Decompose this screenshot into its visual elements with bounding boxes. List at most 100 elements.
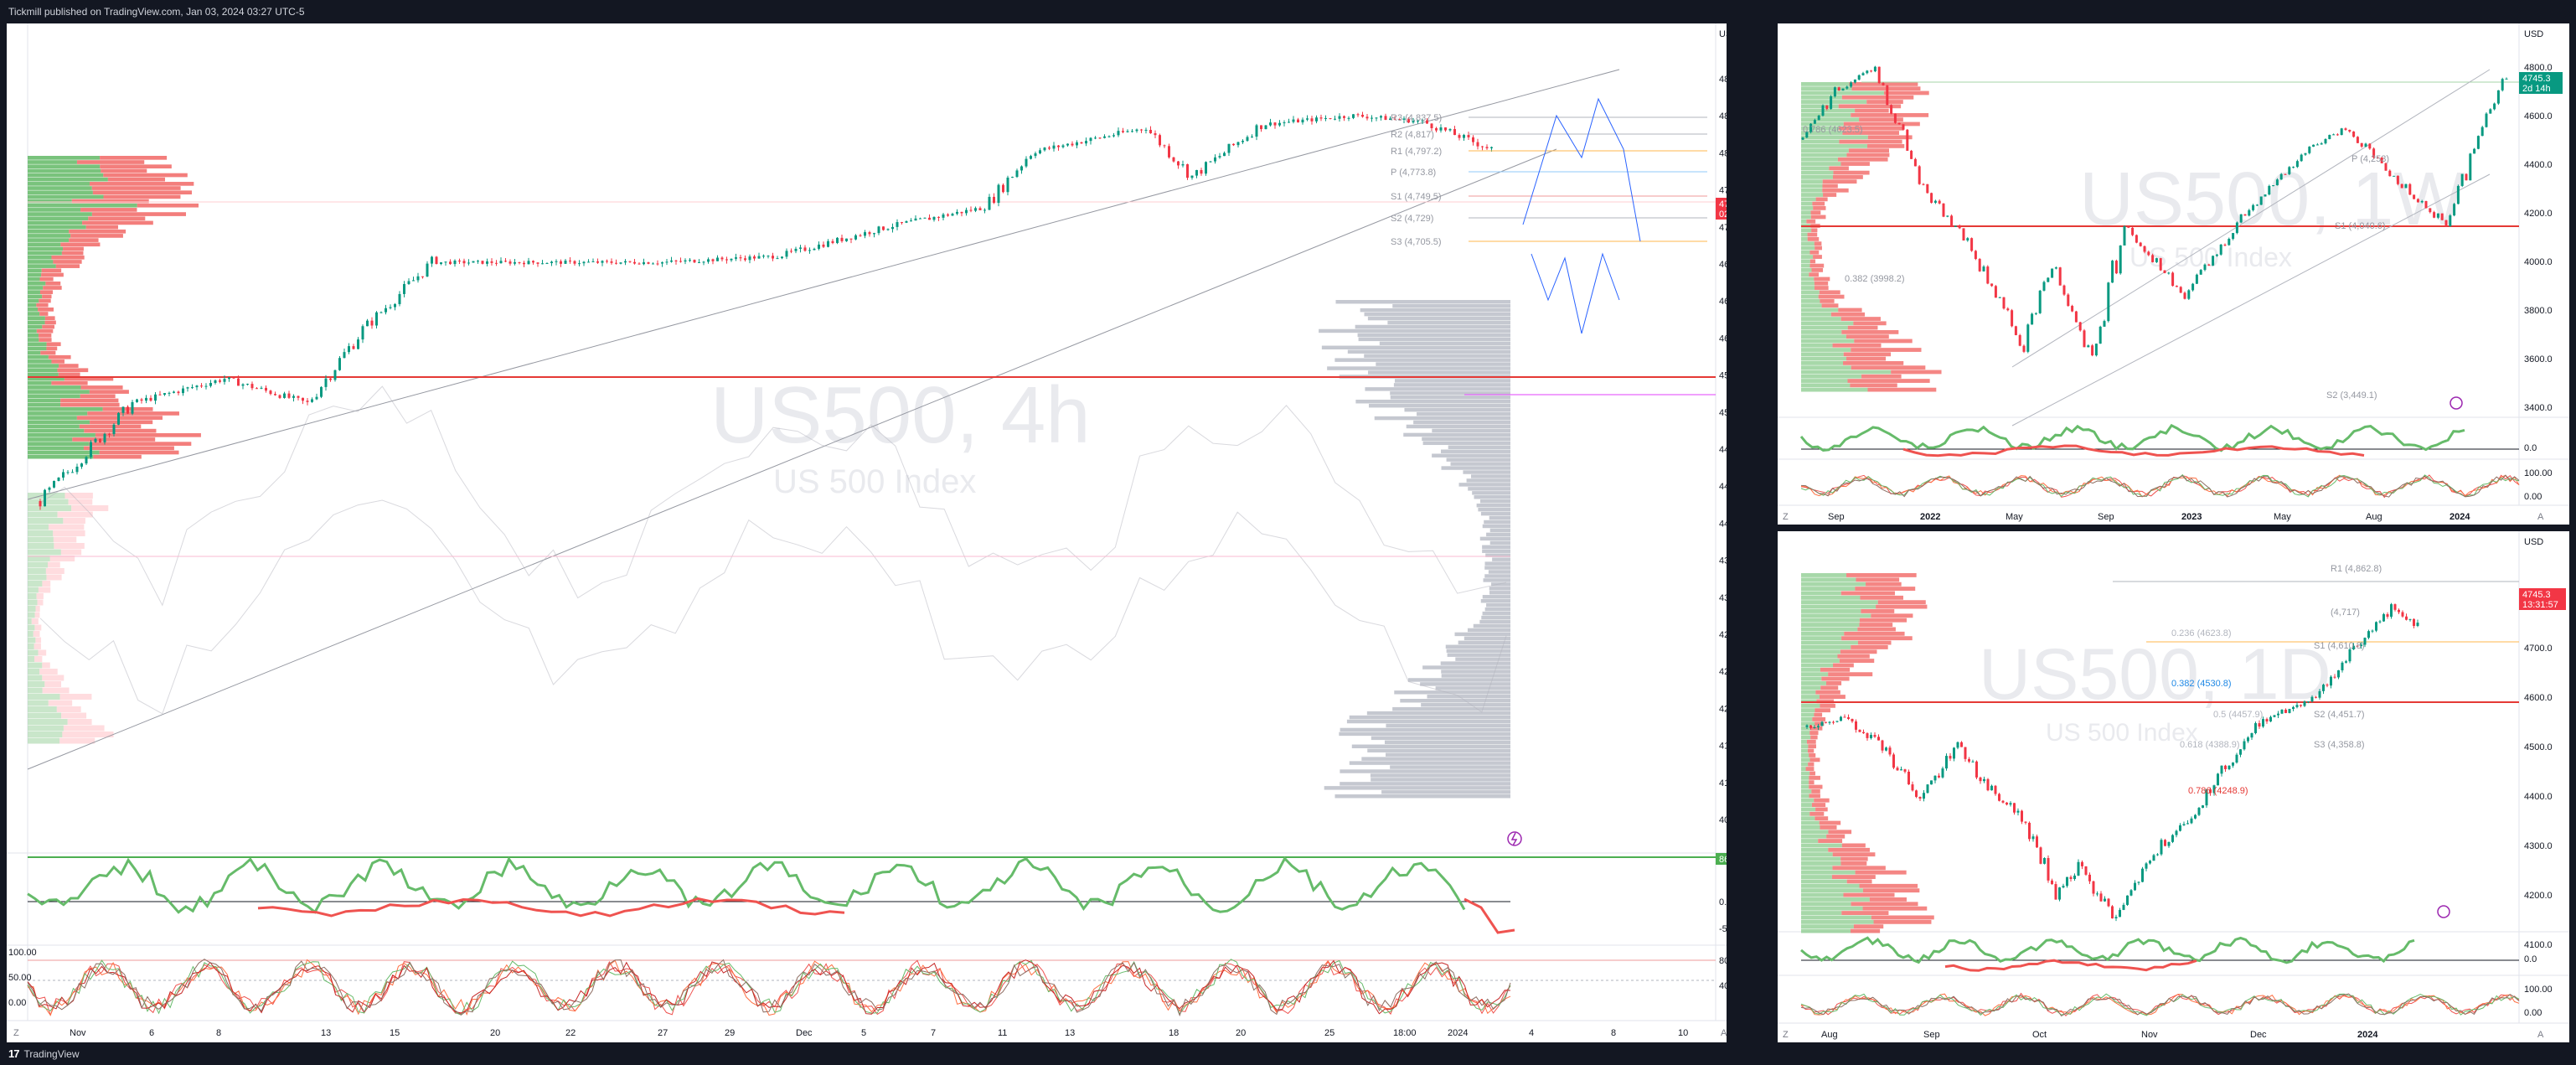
candle	[117, 412, 120, 425]
candle	[1112, 135, 1115, 137]
volume-profile-bar	[1801, 600, 1878, 605]
volume-profile-bar	[1812, 201, 1825, 206]
candle	[99, 438, 101, 442]
candle	[2333, 676, 2336, 678]
candle	[965, 209, 968, 214]
candle	[956, 211, 958, 215]
volume-profile-bar	[48, 700, 73, 706]
volume-profile-bar	[1846, 356, 1887, 361]
candle	[2473, 148, 2476, 154]
volume-profile-bar	[1867, 135, 1913, 140]
candle	[2220, 765, 2223, 774]
candle	[928, 217, 931, 220]
tradingview-logo-icon[interactable]: 17	[8, 1047, 20, 1060]
alert-lightning-icon[interactable]	[2450, 396, 2463, 410]
volume-profile-bar	[1842, 131, 1899, 135]
volume-profile-bar	[76, 160, 145, 164]
volume-profile-bar	[1843, 361, 1904, 365]
tradingview-logo-text[interactable]: TradingView	[23, 1047, 80, 1060]
candle	[2315, 144, 2319, 146]
candle	[1297, 119, 1299, 123]
volume-profile-bar	[1815, 721, 1825, 726]
current-price-badge[interactable]	[1716, 198, 1727, 220]
volume-profile-bar	[28, 328, 37, 333]
candle	[2480, 127, 2484, 137]
volume-profile-bar	[71, 199, 149, 204]
volume-profile-bar	[1801, 215, 1811, 220]
candle	[2315, 696, 2317, 698]
time-axis-tick: 2023	[2181, 512, 2202, 522]
volume-profile-bar	[28, 203, 137, 208]
volume-profile-bar	[1851, 928, 1881, 933]
volume-profile-bar	[1801, 188, 1823, 193]
volume-profile-bar	[1801, 312, 1831, 317]
candle	[426, 263, 429, 277]
candle	[2408, 618, 2412, 620]
candle	[1813, 726, 1816, 728]
session-profile-bar	[1445, 644, 1510, 649]
volume-profile-bar	[84, 428, 157, 433]
candle	[2155, 258, 2158, 262]
candle	[1131, 131, 1133, 132]
current-price-badge[interactable]	[2519, 72, 2563, 94]
candle	[1426, 120, 1428, 124]
candle	[1412, 121, 1415, 123]
volume-profile-bar	[1809, 272, 1820, 277]
volume-profile-bar	[28, 694, 60, 700]
candle	[2074, 311, 2078, 323]
candle	[2340, 128, 2343, 136]
candle	[978, 208, 982, 210]
alert-lightning-icon[interactable]	[2437, 905, 2450, 918]
volume-profile-bar	[1801, 739, 1807, 744]
volume-profile-bar	[1832, 866, 1886, 871]
candle	[803, 247, 807, 251]
session-profile-bar	[1482, 595, 1510, 599]
volume-profile-bar	[1801, 104, 1839, 109]
candle	[2400, 184, 2403, 189]
volume-profile-bar	[1801, 866, 1833, 871]
candle	[2295, 705, 2299, 707]
candle	[527, 261, 530, 265]
volume-profile-bar	[33, 631, 40, 637]
volume-profile-bar	[28, 568, 46, 574]
volume-profile-bar	[1801, 613, 1871, 618]
candle	[1945, 756, 1948, 769]
chart-pane-1w[interactable]: US500, 1W US 500 Index 0.786 (4623.5) 0.382…	[1778, 23, 2569, 525]
bar-countdown: 02:32:58	[1719, 209, 1727, 220]
volume-profile-bar	[1801, 383, 1851, 388]
candle	[1015, 170, 1019, 178]
volume-profile-bar	[1840, 162, 1870, 166]
candle	[1352, 114, 1355, 118]
session-profile-bar	[1379, 341, 1510, 346]
volume-profile-bar	[1801, 717, 1813, 721]
session-profile-bar	[1355, 324, 1510, 329]
volume-profile-bar	[51, 359, 65, 364]
candle	[2111, 906, 2114, 918]
volume-profile-bar	[1851, 348, 1922, 352]
volume-profile-bar	[1811, 228, 1818, 233]
volume-profile-bar	[28, 416, 77, 420]
candle	[1430, 123, 1433, 128]
candle	[2444, 220, 2448, 227]
volume-profile-bar	[1801, 870, 1856, 875]
candle	[2175, 286, 2178, 287]
volume-profile-bar	[53, 530, 85, 536]
candle	[2295, 161, 2299, 168]
candle	[136, 399, 138, 402]
candle	[2073, 875, 2076, 880]
alert-lightning-icon[interactable]	[1507, 831, 1522, 846]
volume-profile-bar	[89, 182, 194, 186]
chart-pane-1d[interactable]: US500, 1D US 500 Index R1 (4,862.8) (4,717)…	[1778, 531, 2569, 1042]
price-axis-tick: 4360.0	[1719, 556, 1727, 566]
candle	[2069, 876, 2073, 880]
session-profile-bar	[1384, 740, 1510, 745]
session-profile-bar	[1432, 428, 1510, 433]
volume-profile-bar	[42, 294, 52, 299]
current-price-badge[interactable]	[2519, 588, 2566, 610]
candle	[845, 238, 848, 241]
volume-profile-bar	[1801, 82, 1850, 86]
